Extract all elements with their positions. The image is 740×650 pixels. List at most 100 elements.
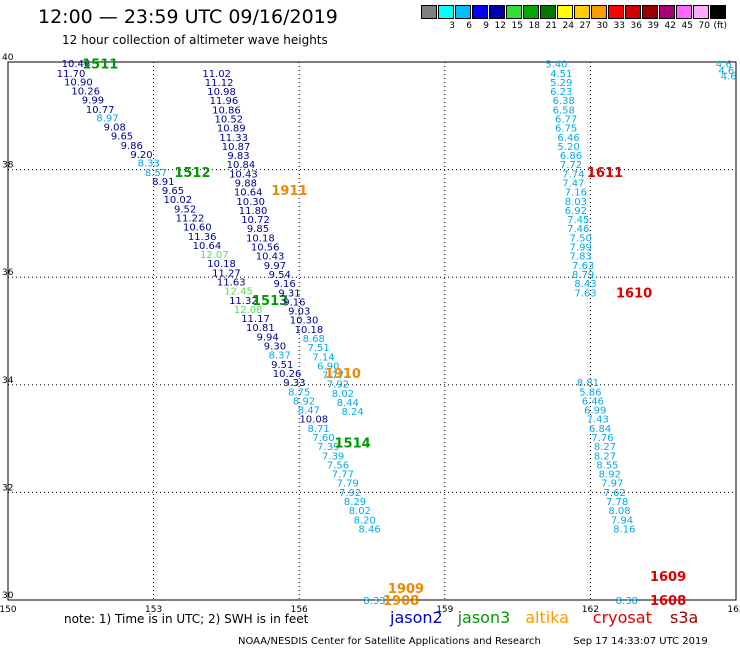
track-time-label: 1910 xyxy=(325,367,361,382)
color-swatch xyxy=(472,5,488,19)
color-swatch xyxy=(506,5,522,19)
wave-height-value: 10.98 xyxy=(207,87,236,98)
wave-height-value: 4.6 xyxy=(716,60,732,71)
latitude-tick-label: 30 xyxy=(2,591,14,601)
wave-height-value: 10.87 xyxy=(222,142,251,153)
wave-height-value: 7.51 xyxy=(307,343,329,354)
wave-height-value: 11.02 xyxy=(202,69,231,80)
wave-height-value: 9.54 xyxy=(269,270,291,281)
wave-height-value: 7.76 xyxy=(591,433,613,444)
wave-height-value: 11.63 xyxy=(217,278,246,289)
wave-height-value: 8.92 xyxy=(293,396,315,407)
wave-height-value: 10.72 xyxy=(241,215,270,226)
longitude-tick-label: 162 xyxy=(582,605,599,615)
wave-height-value: 8.91 xyxy=(152,177,174,188)
wave-height-value: 11.12 xyxy=(205,78,234,89)
wave-height-value: 7.77 xyxy=(332,470,354,481)
color-tick-label: 42 xyxy=(664,21,676,31)
wave-height-value: 11.80 xyxy=(239,206,268,217)
track-time-label: 1908 xyxy=(383,594,419,609)
wave-height-value: 7.60 xyxy=(312,433,334,444)
longitude-tick-label: 153 xyxy=(145,605,162,615)
wave-height-value: 8.44 xyxy=(337,398,359,409)
wave-height-value: 6.23 xyxy=(550,87,572,98)
wave-height-value: 10.81 xyxy=(246,323,275,334)
wave-height-value: 8.02 xyxy=(332,389,354,400)
wave-height-value: 4.6 xyxy=(718,66,734,77)
color-tick-label: 36 xyxy=(630,21,642,31)
color-tick-label: 18 xyxy=(528,21,540,31)
color-swatch xyxy=(676,5,692,19)
wave-height-value: 5.86 xyxy=(579,387,601,398)
wave-height-value: 10.52 xyxy=(215,114,244,125)
color-swatch xyxy=(574,5,590,19)
color-swatch xyxy=(489,5,505,19)
wave-height-value: 10.30 xyxy=(290,316,319,327)
wave-height-value: 10.86 xyxy=(212,105,241,116)
color-swatch xyxy=(659,5,675,19)
wave-height-value: 11.27 xyxy=(212,268,241,279)
wave-height-value: 11.22 xyxy=(176,213,205,224)
wave-height-value: 7.39 xyxy=(317,442,339,453)
wave-height-value: 7.72 xyxy=(560,160,582,171)
wave-height-value: 11.32 xyxy=(229,296,258,307)
wave-height-value: 10.26 xyxy=(273,369,302,380)
wave-height-value: 9.16 xyxy=(283,297,305,308)
wave-height-value: 7.43 xyxy=(587,415,609,426)
wave-height-value: 7.62 xyxy=(604,488,626,499)
wave-height-value: 9.08 xyxy=(104,123,126,134)
wave-height-value: 10.89 xyxy=(217,124,246,135)
wave-height-value: 8.29 xyxy=(344,497,366,508)
track-time-label: 1511 xyxy=(82,58,118,73)
wave-height-value: 6.46 xyxy=(582,396,604,407)
wave-height-value: 6.75 xyxy=(555,124,577,135)
wave-height-value: 12.45 xyxy=(224,287,253,298)
wave-height-value: 8.27 xyxy=(594,451,616,462)
wave-height-value: 9.85 xyxy=(247,224,269,235)
color-scale-bar xyxy=(421,5,727,19)
wave-height-value: 7.14 xyxy=(312,352,334,363)
wave-height-value: 4.6 xyxy=(721,71,737,82)
longitude-tick-label: 159 xyxy=(436,605,453,615)
wave-height-value: 8.55 xyxy=(596,460,618,471)
latitude-tick-label: 40 xyxy=(2,53,14,63)
wave-height-value: 6.90 xyxy=(317,361,339,372)
track-time-label: 1608 xyxy=(650,594,686,609)
color-swatch xyxy=(710,5,726,19)
wave-height-value: 6.77 xyxy=(555,114,577,125)
wave-height-value: 10.08 xyxy=(299,415,328,426)
color-tick-label: 39 xyxy=(647,21,659,31)
track-time-label: 1611 xyxy=(587,166,623,181)
wave-height-value: 8.92 xyxy=(599,470,621,481)
wave-height-value: 9.83 xyxy=(227,151,249,162)
wave-height-value: 10.64 xyxy=(193,241,222,252)
wave-height-value: 8.24 xyxy=(341,407,363,418)
wave-height-value: 7.77 xyxy=(322,371,344,382)
wave-height-value: 6.46 xyxy=(557,133,579,144)
wave-height-value: 12.07 xyxy=(200,250,229,261)
wave-height-value: 10.18 xyxy=(246,233,275,244)
wave-height-value: 7.92 xyxy=(339,488,361,499)
track-time-label: 1909 xyxy=(388,582,424,597)
wave-height-value: 7.63 xyxy=(574,288,596,299)
wave-height-value: 8.46 xyxy=(358,524,380,535)
wave-height-value: 7.78 xyxy=(606,497,628,508)
wave-height-value: 8.08 xyxy=(608,506,630,517)
wave-height-value: 5.29 xyxy=(550,78,572,89)
wave-height-value: 9.65 xyxy=(111,132,133,143)
wave-height-value: 6.99 xyxy=(584,406,606,417)
satellite-legend-item: s3a xyxy=(670,608,699,627)
color-tick-label: 30 xyxy=(596,21,608,31)
wave-height-value: 9.51 xyxy=(271,360,293,371)
longitude-tick-label: 165 xyxy=(727,605,740,615)
wave-height-value: 7.16 xyxy=(565,188,587,199)
wave-height-value: 10.30 xyxy=(236,197,265,208)
credit-text: NOAA/NESDIS Center for Satellite Applica… xyxy=(238,636,541,647)
wave-height-value: 11.17 xyxy=(241,314,270,325)
color-tick-label: 12 xyxy=(494,21,506,31)
wave-height-value: 7.94 xyxy=(611,515,633,526)
wave-height-value: 9.31 xyxy=(278,288,300,299)
color-tick-label: 21 xyxy=(545,21,557,31)
wave-height-value: 9.33 xyxy=(283,378,305,389)
color-tick-label: 6 xyxy=(466,21,472,31)
